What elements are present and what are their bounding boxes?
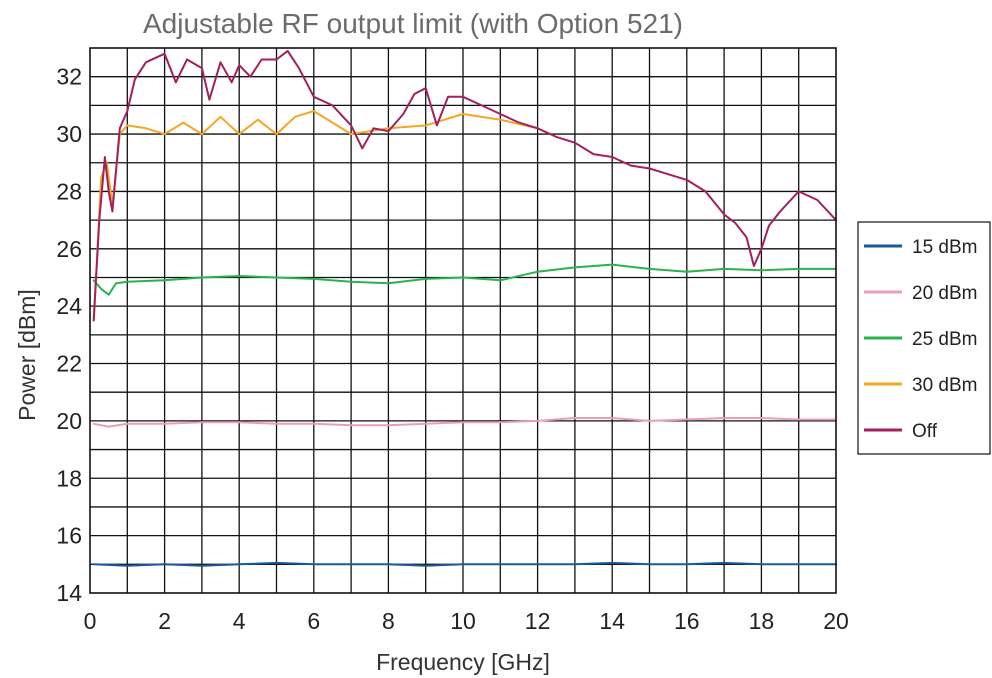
legend: 15 dBm 20 dBm 25 dBm 30 dBm Off <box>857 221 991 455</box>
y-tick-label: 30 <box>56 121 82 147</box>
x-tick-label: 20 <box>823 608 849 634</box>
legend-item: 25 dBm <box>864 329 977 350</box>
plot-frame <box>89 47 837 594</box>
y-tick-label: 20 <box>56 408 82 434</box>
y-axis-label: Power [dBm] <box>14 289 40 421</box>
y-tick-label: 18 <box>56 465 82 491</box>
x-tick-label: 14 <box>599 608 625 634</box>
legend-label: 20 dBm <box>912 283 977 304</box>
series-lines <box>92 49 837 567</box>
x-tick-label: 8 <box>382 608 395 634</box>
legend-label: 15 dBm <box>912 237 977 258</box>
x-axis-label: Frequency [GHz] <box>376 649 550 675</box>
y-tick-label: 14 <box>56 580 82 606</box>
legend-label: 25 dBm <box>912 329 977 350</box>
legend-item: 20 dBm <box>864 283 977 304</box>
series-line-30-dbm <box>92 110 539 322</box>
x-axis-ticks: 0 2 4 6 8 10 12 14 16 18 20 <box>84 608 849 634</box>
y-tick-label: 16 <box>56 523 82 549</box>
x-tick-label: 2 <box>158 608 171 634</box>
y-tick-label: 22 <box>56 351 82 377</box>
legend-item: 30 dBm <box>864 375 977 396</box>
series-line-off <box>92 49 837 322</box>
y-tick-label: 26 <box>56 236 82 262</box>
x-tick-label: 18 <box>749 608 775 634</box>
series-line-15-dbm <box>92 561 837 567</box>
series-line-25-dbm <box>92 263 837 296</box>
legend-label: Off <box>912 421 938 442</box>
legend-label: 30 dBm <box>912 375 977 396</box>
series-line-20-dbm <box>92 417 837 428</box>
x-tick-label: 0 <box>84 608 97 634</box>
y-axis-ticks: 14 16 18 20 22 24 26 28 30 32 <box>56 64 82 606</box>
y-tick-label: 24 <box>56 293 82 319</box>
x-tick-label: 4 <box>233 608 246 634</box>
y-tick-label: 28 <box>56 178 82 204</box>
x-tick-label: 10 <box>450 608 476 634</box>
grid <box>90 48 836 593</box>
chart-title: Adjustable RF output limit (with Option … <box>143 8 683 39</box>
legend-item: Off <box>864 421 938 442</box>
x-tick-label: 12 <box>525 608 551 634</box>
x-tick-label: 6 <box>307 608 320 634</box>
legend-item: 15 dBm <box>864 237 977 258</box>
y-tick-label: 32 <box>56 64 82 90</box>
x-tick-label: 16 <box>674 608 700 634</box>
